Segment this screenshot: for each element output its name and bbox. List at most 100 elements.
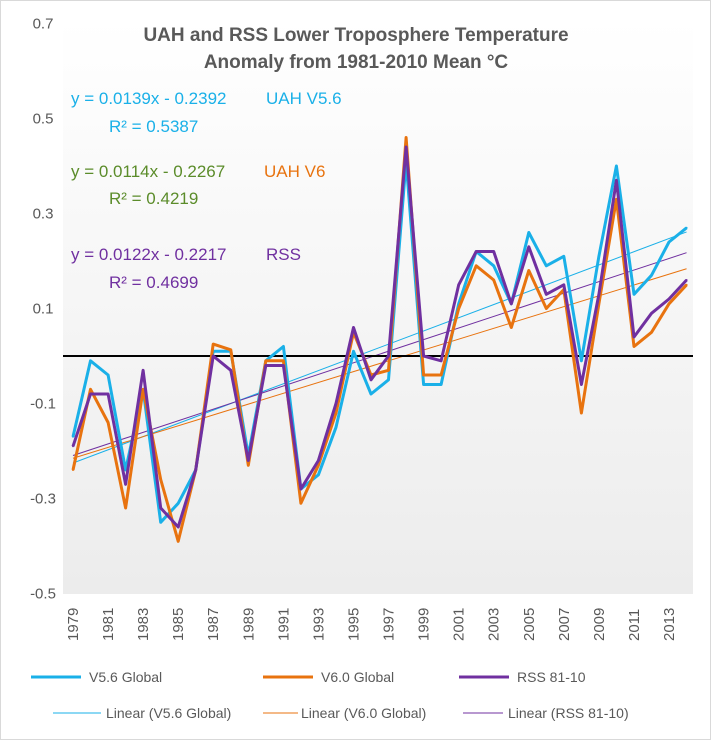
- data-point: [72, 445, 74, 448]
- y-tick-label: 0.7: [33, 16, 54, 33]
- data-point: [422, 374, 425, 376]
- data-point: [545, 264, 548, 267]
- data-point: [650, 312, 653, 315]
- data-point: [159, 507, 162, 509]
- x-tick-label: 2007: [556, 608, 573, 641]
- y-tick-label: 0.5: [33, 111, 54, 128]
- data-point: [299, 502, 302, 505]
- data-point: [89, 359, 92, 362]
- series-line-rss-81-10: [71, 145, 688, 529]
- data-point: [440, 359, 443, 362]
- data-point: [527, 231, 530, 234]
- data-point: [247, 464, 250, 467]
- series-line-v6-0-global: [71, 136, 688, 543]
- data-point: [124, 469, 127, 471]
- data-point: [264, 364, 267, 367]
- x-tick-label: 1979: [65, 608, 82, 641]
- data-point: [492, 279, 495, 281]
- data-point: [632, 293, 635, 296]
- data-point: [510, 326, 513, 329]
- data-point: [580, 383, 583, 386]
- r2-uah-v6: R² = 0.4219: [109, 189, 198, 208]
- label-uah-v56: UAH V5.6: [266, 89, 342, 108]
- x-tick-label: 1985: [170, 608, 187, 641]
- data-point: [545, 307, 548, 310]
- data-point: [72, 435, 74, 438]
- data-point: [370, 378, 373, 381]
- label-rss: RSS: [266, 245, 301, 264]
- x-tick-label: 1983: [135, 608, 152, 641]
- data-point: [440, 374, 443, 376]
- data-point: [387, 378, 390, 381]
- data-point: [685, 226, 688, 229]
- data-point: [142, 369, 145, 372]
- data-point: [580, 359, 583, 362]
- chart-title-line-1: UAH and RSS Lower Troposphere Temperatur…: [143, 25, 568, 46]
- data-point: [352, 350, 355, 353]
- data-point: [107, 374, 110, 376]
- data-point: [264, 359, 267, 362]
- equation-uah-v56: y = 0.0139x - 0.2392: [71, 89, 226, 108]
- data-point: [124, 483, 127, 486]
- data-point: [615, 165, 618, 167]
- data-point: [177, 526, 180, 528]
- data-point: [89, 393, 92, 395]
- data-point: [72, 469, 74, 471]
- data-point: [422, 355, 425, 357]
- data-point: [632, 336, 635, 338]
- data-point: [334, 402, 337, 405]
- label-uah-v6: UAH V6: [264, 162, 325, 181]
- data-point: [317, 459, 320, 462]
- x-tick-label: 1997: [381, 608, 398, 641]
- data-point: [615, 198, 618, 201]
- data-point: [282, 359, 285, 362]
- data-point: [282, 345, 285, 348]
- data-point: [597, 255, 600, 258]
- data-point: [229, 369, 232, 372]
- data-point: [685, 279, 688, 281]
- data-point: [440, 383, 443, 386]
- data-point: [597, 293, 600, 296]
- data-point: [562, 283, 565, 286]
- data-point: [405, 136, 408, 139]
- x-tick-label: 2013: [661, 608, 678, 641]
- data-point: [580, 412, 583, 414]
- data-point: [475, 250, 478, 253]
- data-point: [650, 274, 653, 277]
- data-point: [177, 502, 180, 505]
- data-point: [299, 488, 302, 490]
- r2-rss: R² = 0.4699: [109, 273, 198, 292]
- data-point: [492, 250, 495, 253]
- data-point: [545, 293, 548, 296]
- data-point: [632, 345, 635, 348]
- plot-area: [63, 19, 693, 594]
- x-tick-label: 1981: [100, 608, 117, 641]
- data-point: [247, 459, 250, 462]
- x-tick-label: 1993: [310, 608, 327, 641]
- data-point: [317, 464, 320, 467]
- data-point: [124, 507, 127, 509]
- data-point: [457, 283, 460, 286]
- x-tick-label: 1999: [416, 608, 433, 641]
- x-tick-label: 2009: [591, 608, 608, 641]
- data-point: [334, 426, 337, 429]
- legend-label-rss: RSS 81-10: [517, 669, 586, 685]
- x-tick-label: 2005: [521, 608, 538, 641]
- data-point: [527, 245, 530, 248]
- data-point: [107, 421, 110, 424]
- legend-label-linear-rss: Linear (RSS 81-10): [508, 705, 629, 721]
- data-point: [387, 355, 390, 357]
- chart-title-line-2: Anomaly from 1981-2010 Mean °C: [204, 52, 509, 73]
- data-point: [282, 364, 285, 367]
- equation-rss: y = 0.0122x - 0.2217: [71, 245, 226, 264]
- y-tick-label: -0.3: [30, 491, 56, 508]
- data-point: [159, 478, 162, 481]
- equation-uah-v6: y = 0.0114x - 0.2267: [71, 162, 225, 181]
- data-point: [177, 540, 180, 543]
- data-point: [159, 521, 162, 524]
- x-tick-label: 2003: [486, 608, 503, 641]
- data-point: [405, 146, 408, 148]
- trendline-1: [72, 268, 687, 459]
